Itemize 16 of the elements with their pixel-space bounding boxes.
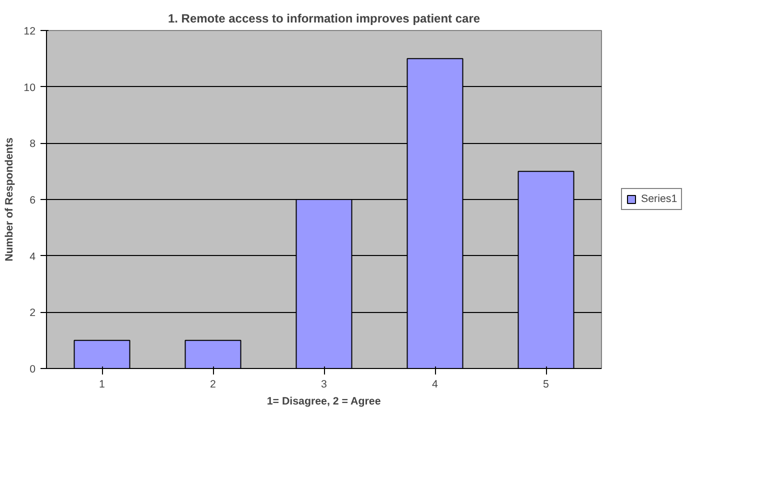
x-tick-label: 5 [543, 378, 550, 390]
x-axis-title: 1= Disagree, 2 = Agree [266, 396, 381, 408]
chart-title: 1. Remote access to information improves patient care [168, 12, 480, 26]
y-tick-label: 4 [30, 250, 36, 263]
x-tick-label: 1 [99, 378, 106, 390]
x-tick-label: 3 [321, 378, 328, 390]
y-tick-label: 2 [30, 307, 36, 320]
y-tick-label: 8 [30, 138, 36, 150]
x-tick-label: 4 [432, 378, 438, 390]
y-tick-label: 6 [30, 194, 36, 206]
x-tick-label: 2 [210, 378, 216, 390]
y-tick-label: 12 [24, 26, 36, 38]
y-axis-title: Number of Respondents [4, 138, 16, 262]
y-tick-label: 10 [24, 82, 36, 94]
legend-label: Series1 [641, 193, 678, 205]
y-tick-label: 0 [30, 364, 36, 376]
